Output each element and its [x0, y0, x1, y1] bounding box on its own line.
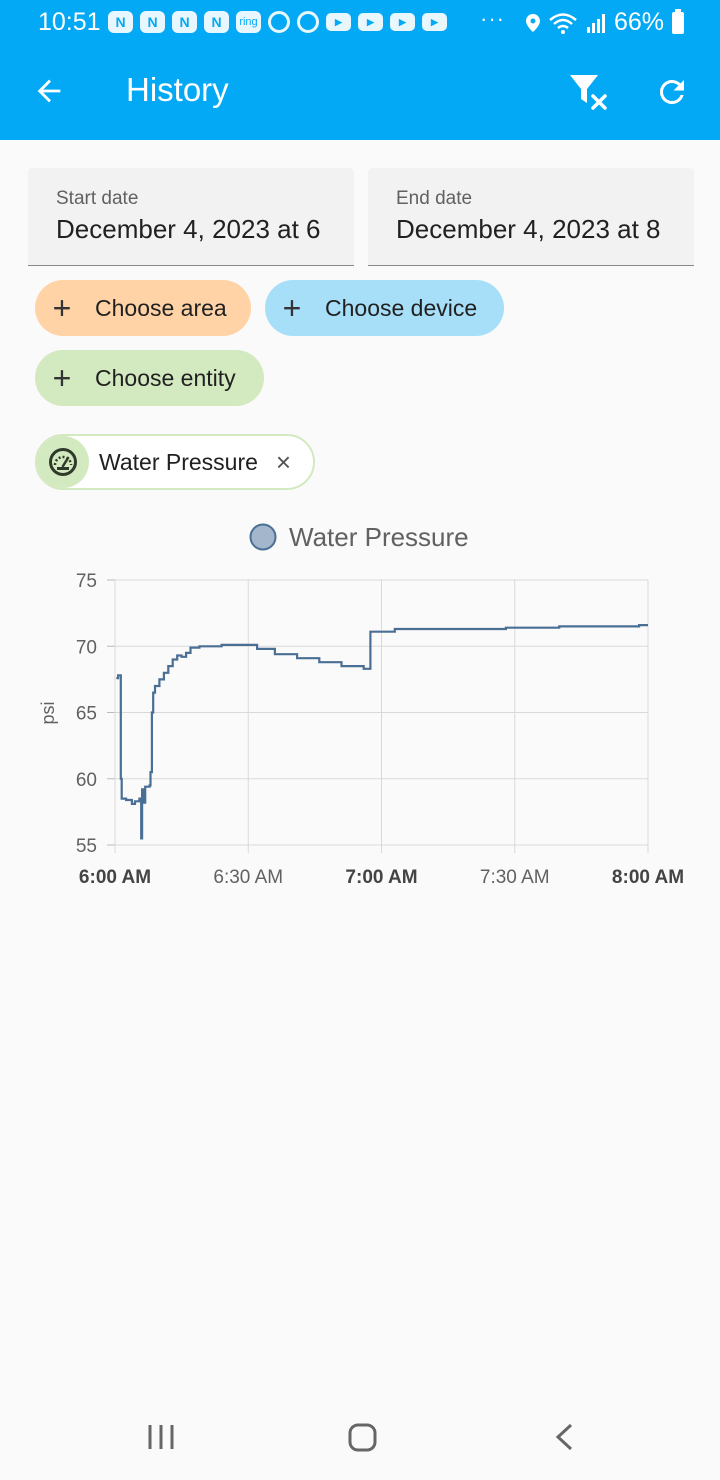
notification-app-icon: N: [108, 11, 133, 33]
y-tick-label: 60: [76, 770, 97, 791]
end-date-field[interactable]: End date December 4, 2023 at 8: [368, 168, 694, 266]
location-icon: [525, 13, 540, 32]
choose-area-button[interactable]: + Choose area: [35, 280, 251, 336]
history-chart: Water Pressure 75 70 65 60 55 6:00 AM 6:30 AM…: [38, 522, 684, 888]
choose-entity-label: Choose entity: [95, 364, 236, 391]
battery-icon: [672, 8, 684, 34]
page-title: History: [126, 71, 229, 108]
arrow-back-icon[interactable]: [32, 74, 66, 108]
x-tick-label: 8:00 AM: [612, 867, 684, 888]
filter-remove-icon[interactable]: [568, 72, 610, 112]
plus-icon: +: [52, 360, 72, 396]
youtube-icon: ▶: [358, 13, 383, 31]
ring-icon: ring: [236, 11, 261, 33]
chart-legend[interactable]: Water Pressure: [249, 522, 469, 552]
x-tick-label: 7:30 AM: [480, 867, 550, 888]
choose-device-button[interactable]: + Choose device: [265, 280, 504, 336]
youtube-icon: ▶: [390, 13, 415, 31]
status-time: 10:51: [38, 8, 101, 36]
alexa-icon: [268, 11, 290, 33]
end-date-value: December 4, 2023 at 8: [396, 214, 661, 244]
plus-icon: +: [282, 290, 302, 326]
y-axis-label: psi: [38, 701, 58, 724]
wifi-icon: [549, 12, 577, 34]
recent-apps-icon[interactable]: [148, 1425, 174, 1449]
app-toolbar: History: [0, 44, 720, 140]
start-date-label: Start date: [56, 188, 139, 209]
x-tick-label: 7:00 AM: [345, 867, 417, 888]
legend-swatch: [249, 523, 277, 551]
series-line-water-pressure[interactable]: [116, 624, 648, 840]
y-tick-label: 65: [76, 704, 97, 725]
signal-icon: [586, 13, 605, 33]
choose-area-label: Choose area: [95, 294, 227, 321]
notification-icons: N N N N ring ▶ ▶ ▶ ▶: [108, 9, 447, 35]
youtube-icon: ▶: [422, 13, 447, 31]
back-nav-icon[interactable]: [555, 1423, 573, 1451]
x-tick-label: 6:30 AM: [213, 867, 283, 888]
start-date-field[interactable]: Start date December 4, 2023 at 6: [28, 168, 354, 266]
gauge-icon: [49, 448, 77, 476]
choose-entity-button[interactable]: + Choose entity: [35, 350, 264, 406]
more-notifications-icon: ···: [480, 6, 505, 31]
notification-app-icon: N: [140, 11, 165, 33]
notification-app-icon: N: [204, 11, 229, 33]
youtube-icon: ▶: [326, 13, 351, 31]
close-icon[interactable]: ×: [275, 446, 292, 477]
selected-entity-chip[interactable]: Water Pressure ×: [35, 434, 315, 490]
x-tick-label: 6:00 AM: [79, 867, 151, 888]
alexa-icon: [297, 11, 319, 33]
y-tick-label: 70: [76, 637, 97, 658]
choose-device-label: Choose device: [325, 294, 478, 321]
start-date-value: December 4, 2023 at 6: [56, 214, 321, 244]
legend-label: Water Pressure: [289, 522, 469, 552]
system-navigation-bar: [148, 1423, 573, 1452]
status-bar: 10:51 N N N N ring ▶ ▶ ▶ ▶ ··· 66%: [0, 0, 720, 44]
entity-avatar: [37, 436, 89, 488]
plus-icon: +: [52, 290, 72, 326]
entity-label: Water Pressure: [99, 448, 258, 475]
end-date-label: End date: [396, 188, 473, 209]
refresh-icon[interactable]: [654, 74, 690, 110]
home-icon[interactable]: [348, 1423, 377, 1452]
battery-percent: 66%: [613, 8, 664, 36]
y-tick-label: 55: [76, 836, 97, 857]
notification-app-icon: N: [172, 11, 197, 33]
system-icons: 66%: [525, 8, 684, 37]
y-tick-label: 75: [76, 571, 97, 592]
